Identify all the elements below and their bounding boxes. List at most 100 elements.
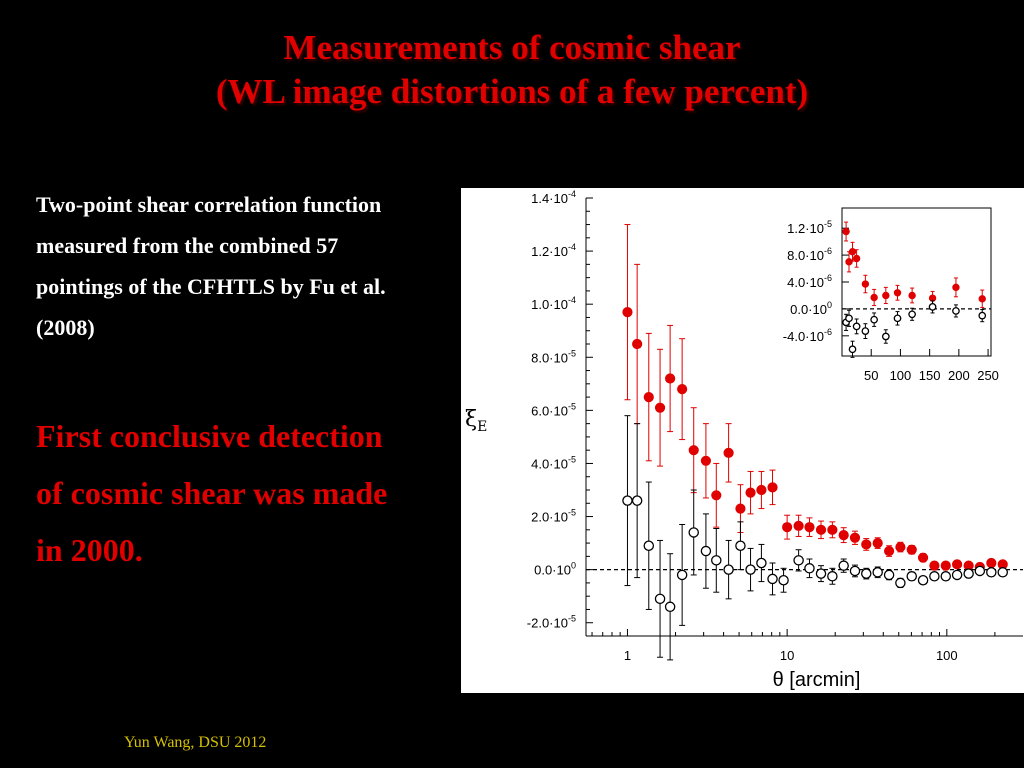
data-point: [767, 482, 778, 493]
data-point: [632, 338, 643, 350]
data-point: [893, 289, 902, 297]
data-point: [908, 310, 916, 319]
y-tick-label: 1.0·10-4: [531, 295, 576, 312]
data-point: [928, 303, 937, 311]
slide-title-line-2: (WL image distortions of a few percent): [215, 72, 809, 111]
data-point: [963, 568, 974, 579]
data-point: [895, 541, 906, 553]
data-point: [631, 495, 643, 506]
data-point: [974, 565, 986, 577]
data-point: [676, 569, 688, 581]
y-tick-label: -4.0·10-6: [783, 327, 832, 344]
data-point: [848, 248, 857, 256]
data-point: [852, 254, 861, 263]
y-tick-label: 1.4·10-4: [531, 189, 576, 206]
data-point: [872, 537, 883, 549]
data-point: [986, 567, 997, 578]
data-point: [870, 293, 878, 302]
data-point: [849, 532, 861, 543]
data-point: [940, 571, 952, 582]
shear-correlation-chart: -2.0·10-5 0.0·100 2.0·10-5 4.0·10-5 6.0·10-5…: [461, 188, 1024, 693]
data-point: [861, 568, 872, 579]
main-series-e-mode: [622, 224, 1008, 573]
data-point: [654, 402, 666, 413]
data-point: [838, 560, 849, 571]
data-point: [917, 575, 929, 586]
data-point: [782, 522, 793, 533]
inset-series-e-mode: [842, 221, 986, 309]
data-point: [745, 487, 756, 498]
data-point: [845, 258, 853, 266]
data-point: [815, 568, 827, 579]
data-point: [997, 567, 1008, 578]
data-point: [883, 545, 895, 557]
data-point: [778, 575, 789, 586]
data-point: [940, 560, 951, 571]
data-point: [756, 557, 767, 569]
data-point: [929, 571, 940, 582]
data-point: [870, 315, 878, 324]
data-point: [978, 311, 987, 320]
y-tick-label: 8.0·10-5: [531, 348, 576, 365]
data-point: [906, 571, 917, 582]
data-point: [677, 384, 688, 395]
data-point: [952, 559, 963, 570]
data-point: [883, 569, 895, 581]
data-point: [654, 593, 666, 605]
slide-title: Measurements of cosmic shear (WL image d…: [0, 26, 1024, 114]
x-tick-label: 100: [890, 368, 912, 383]
data-point: [861, 539, 872, 550]
data-point: [872, 567, 883, 578]
x-tick-label: 1: [624, 648, 631, 663]
data-point: [845, 314, 853, 323]
data-point: [951, 569, 963, 581]
data-point: [664, 601, 676, 613]
data-point: [723, 564, 734, 575]
data-point: [849, 565, 861, 577]
data-point: [665, 373, 676, 384]
chart-canvas: -2.0·10-5 0.0·100 2.0·10-5 4.0·10-5 6.0·10-5…: [465, 189, 1023, 691]
x-tick-label: 250: [977, 368, 999, 383]
data-point: [700, 545, 712, 557]
data-point: [622, 307, 633, 318]
data-point: [711, 555, 722, 566]
main-panel: -2.0·10-5 0.0·100 2.0·10-5 4.0·10-5 6.0·10-5…: [465, 189, 1023, 691]
data-point: [688, 527, 699, 538]
data-point: [767, 573, 778, 585]
x-tick-label: 150: [919, 368, 941, 383]
y-tick-label: 1.2·10-5: [787, 219, 832, 236]
data-point: [906, 544, 917, 555]
y-tick-label: 0.0·100: [790, 300, 832, 317]
data-point: [842, 227, 850, 236]
data-point: [827, 571, 838, 582]
data-point: [643, 391, 654, 403]
data-point: [952, 307, 960, 315]
data-point: [952, 283, 960, 292]
y-axis-label: ξE: [465, 407, 487, 435]
x-tick-label: 50: [864, 368, 878, 383]
data-point: [852, 322, 861, 331]
data-point: [893, 314, 902, 323]
x-tick-label: 200: [948, 368, 970, 383]
data-point: [735, 540, 746, 551]
data-point: [908, 291, 916, 300]
y-tick-label: 4.0·10-6: [787, 273, 832, 290]
data-point: [793, 520, 804, 531]
highlight-text: First conclusive detection of cosmic she…: [36, 418, 388, 568]
footer-credit: Yun Wang, DSU 2012: [124, 734, 267, 751]
data-point: [838, 530, 849, 541]
y-tick-label: -2.0·10-5: [527, 614, 576, 631]
inset-series-b-mode: [842, 300, 987, 358]
data-point: [827, 524, 838, 535]
data-point: [861, 280, 870, 288]
x-axis-label: θ [arcmin]: [773, 669, 861, 691]
data-point: [735, 503, 746, 514]
inset-panel: -4.0·10-6 0.0·100 4.0·10-6 8.0·10-6 1.2·10-5…: [783, 207, 999, 383]
data-point: [815, 524, 827, 535]
data-point: [861, 327, 870, 335]
data-point: [978, 295, 986, 303]
y-tick-label: 6.0·10-5: [531, 401, 576, 418]
data-point: [756, 484, 767, 496]
data-point: [882, 291, 890, 300]
main-series-b-mode: [622, 415, 1008, 661]
